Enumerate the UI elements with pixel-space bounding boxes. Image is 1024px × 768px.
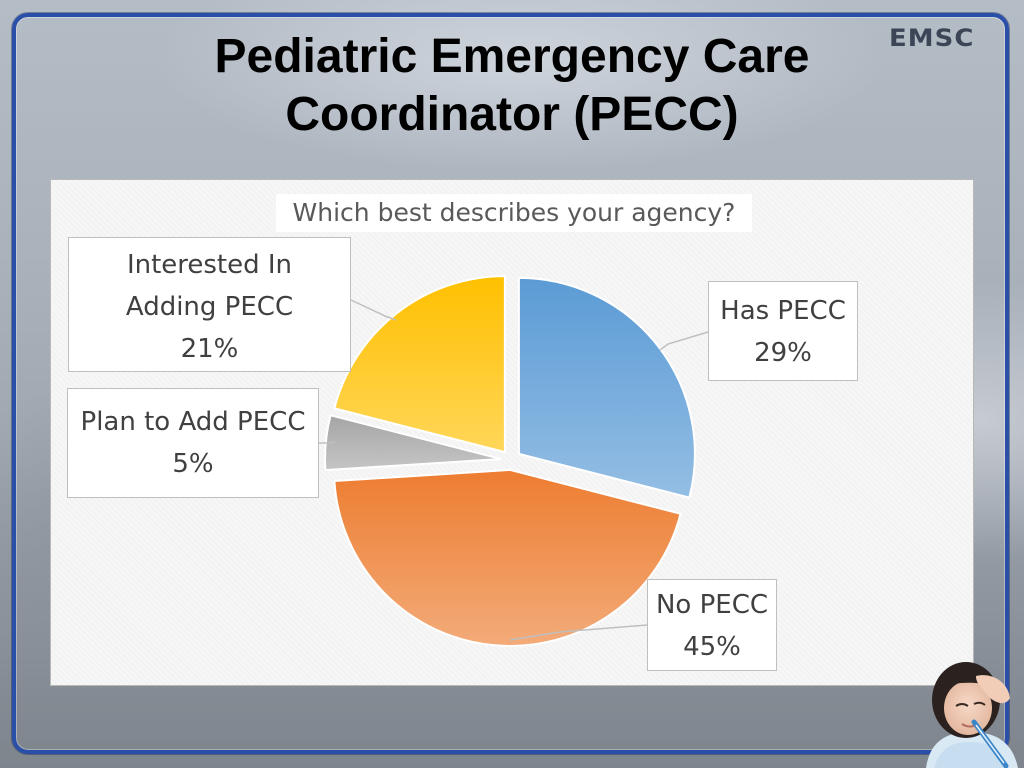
emsc-logo: EMSC — [889, 24, 975, 52]
slice-label-plan-to-add: Plan to Add PECC — [80, 407, 306, 437]
slice-value-has-pecc: 29% — [754, 338, 812, 368]
chart-title: Which best describes your agency? — [276, 194, 752, 232]
slice-label-interested-line-2: Adding PECC — [125, 292, 294, 322]
leader-line-no-pecc — [509, 624, 648, 641]
slice-value-plan-to-add: 5% — [172, 449, 214, 479]
callout-plan-to-add: Plan to Add PECC 5% — [67, 388, 319, 498]
slide-title: Pediatric Emergency Care Coordinator (PE… — [100, 28, 924, 144]
pie-slice-no-pecc — [333, 468, 682, 647]
pie-slice-interested-in-adding-pecc — [333, 275, 506, 454]
leader-line-plan-to-add — [319, 441, 336, 444]
leader-line-interested — [350, 299, 397, 321]
callout-no-pecc: No PECC 45% — [647, 579, 777, 671]
callout-has-pecc: Has PECC 29% — [708, 281, 858, 381]
pie-slice-has-pecc — [517, 276, 696, 499]
slide-frame — [12, 13, 1009, 754]
callout-interested: Interested In Adding PECC 21% — [68, 237, 351, 372]
child-with-thermometer-icon — [926, 662, 1018, 768]
slide-title-line-2: Coordinator (PECC) — [285, 88, 739, 141]
slice-value-interested: 21% — [180, 334, 239, 364]
slice-value-no-pecc: 45% — [683, 632, 741, 662]
leader-line-has-pecc — [659, 331, 709, 351]
slice-label-no-pecc: No PECC — [655, 590, 769, 620]
slide-title-line-1: Pediatric Emergency Care — [214, 30, 810, 83]
slice-label-interested-line-1: Interested In — [126, 250, 293, 280]
slice-label-has-pecc: Has PECC — [720, 296, 846, 326]
